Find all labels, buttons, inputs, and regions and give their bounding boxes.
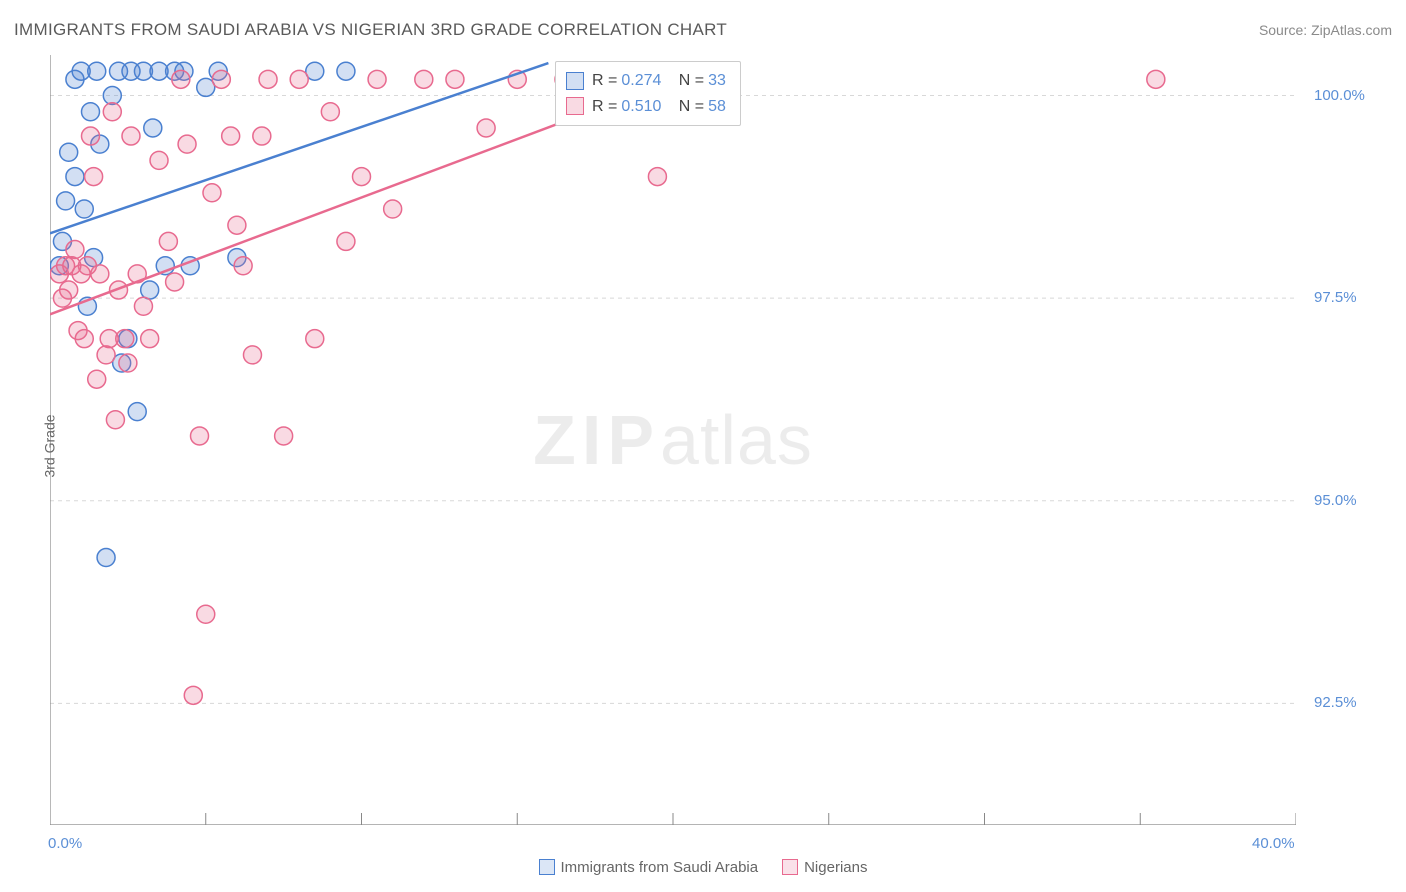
stat-swatch-saudi <box>566 72 584 90</box>
point-nigerian <box>337 232 355 250</box>
stat-r-value: 0.510 <box>621 94 661 120</box>
legend-item-saudi: Immigrants from Saudi Arabia <box>539 859 759 876</box>
point-nigerian <box>60 281 78 299</box>
stat-row-nigerian: R = 0.510 N = 58 <box>566 94 730 120</box>
point-nigerian <box>321 103 339 121</box>
stat-n-value: 33 <box>708 68 726 94</box>
point-saudi <box>75 200 93 218</box>
point-nigerian <box>290 70 308 88</box>
point-nigerian <box>75 330 93 348</box>
point-nigerian <box>119 354 137 372</box>
title-bar: IMMIGRANTS FROM SAUDI ARABIA VS NIGERIAN… <box>14 20 1392 40</box>
point-nigerian <box>106 411 124 429</box>
y-tick-label: 100.0% <box>1314 87 1365 104</box>
point-saudi <box>103 87 121 105</box>
point-nigerian <box>368 70 386 88</box>
point-nigerian <box>141 330 159 348</box>
legend-label: Nigerians <box>804 859 867 876</box>
point-nigerian <box>648 168 666 186</box>
point-nigerian <box>1147 70 1165 88</box>
point-nigerian <box>259 70 277 88</box>
point-nigerian <box>384 200 402 218</box>
x-tick-label: 0.0% <box>48 835 82 852</box>
y-tick-label: 92.5% <box>1314 694 1357 711</box>
point-nigerian <box>197 605 215 623</box>
y-tick-label: 97.5% <box>1314 289 1357 306</box>
source-attribution: Source: ZipAtlas.com <box>1259 22 1392 38</box>
point-nigerian <box>243 346 261 364</box>
legend-bottom: Immigrants from Saudi Arabia Nigerians <box>0 859 1406 881</box>
stat-n-label: N = <box>665 94 704 120</box>
stat-n-label: N = <box>665 68 704 94</box>
stat-swatch-nigerian <box>566 97 584 115</box>
point-saudi <box>81 103 99 121</box>
stat-r-label: R = <box>592 94 617 120</box>
point-saudi <box>88 62 106 80</box>
point-nigerian <box>184 686 202 704</box>
legend-item-nigerian: Nigerians <box>782 859 867 876</box>
point-nigerian <box>234 257 252 275</box>
point-nigerian <box>415 70 433 88</box>
point-nigerian <box>166 273 184 291</box>
point-nigerian <box>275 427 293 445</box>
point-nigerian <box>116 330 134 348</box>
legend-label: Immigrants from Saudi Arabia <box>561 859 759 876</box>
point-nigerian <box>103 103 121 121</box>
point-nigerian <box>191 427 209 445</box>
point-nigerian <box>134 297 152 315</box>
point-saudi <box>66 168 84 186</box>
point-nigerian <box>306 330 324 348</box>
point-saudi <box>57 192 75 210</box>
point-saudi <box>144 119 162 137</box>
point-nigerian <box>91 265 109 283</box>
point-saudi <box>141 281 159 299</box>
point-nigerian <box>353 168 371 186</box>
point-nigerian <box>178 135 196 153</box>
scatter-chart-svg <box>50 55 1296 825</box>
x-tick-label: 40.0% <box>1252 835 1295 852</box>
point-nigerian <box>85 168 103 186</box>
point-nigerian <box>172 70 190 88</box>
point-saudi <box>97 549 115 567</box>
point-nigerian <box>446 70 464 88</box>
chart-title: IMMIGRANTS FROM SAUDI ARABIA VS NIGERIAN… <box>14 20 727 40</box>
point-nigerian <box>203 184 221 202</box>
legend-swatch-nigerian <box>782 859 798 875</box>
point-nigerian <box>97 346 115 364</box>
point-nigerian <box>88 370 106 388</box>
point-nigerian <box>159 232 177 250</box>
stat-row-saudi: R = 0.274 N = 33 <box>566 68 730 94</box>
point-saudi <box>128 403 146 421</box>
stat-r-value: 0.274 <box>621 68 661 94</box>
point-saudi <box>337 62 355 80</box>
point-saudi <box>60 143 78 161</box>
y-axis-label: 3rd Grade <box>42 414 58 477</box>
point-nigerian <box>81 127 99 145</box>
point-nigerian <box>66 241 84 259</box>
point-nigerian <box>212 70 230 88</box>
point-nigerian <box>253 127 271 145</box>
y-tick-label: 95.0% <box>1314 492 1357 509</box>
point-nigerian <box>150 151 168 169</box>
correlation-stat-box: R = 0.274 N = 33R = 0.510 N = 58 <box>555 61 741 126</box>
point-nigerian <box>122 127 140 145</box>
chart-area: ZIPatlas <box>50 55 1296 825</box>
point-nigerian <box>228 216 246 234</box>
legend-swatch-saudi <box>539 859 555 875</box>
point-nigerian <box>222 127 240 145</box>
stat-n-value: 58 <box>708 94 726 120</box>
stat-r-label: R = <box>592 68 617 94</box>
series-nigerian <box>50 70 1164 704</box>
point-nigerian <box>477 119 495 137</box>
